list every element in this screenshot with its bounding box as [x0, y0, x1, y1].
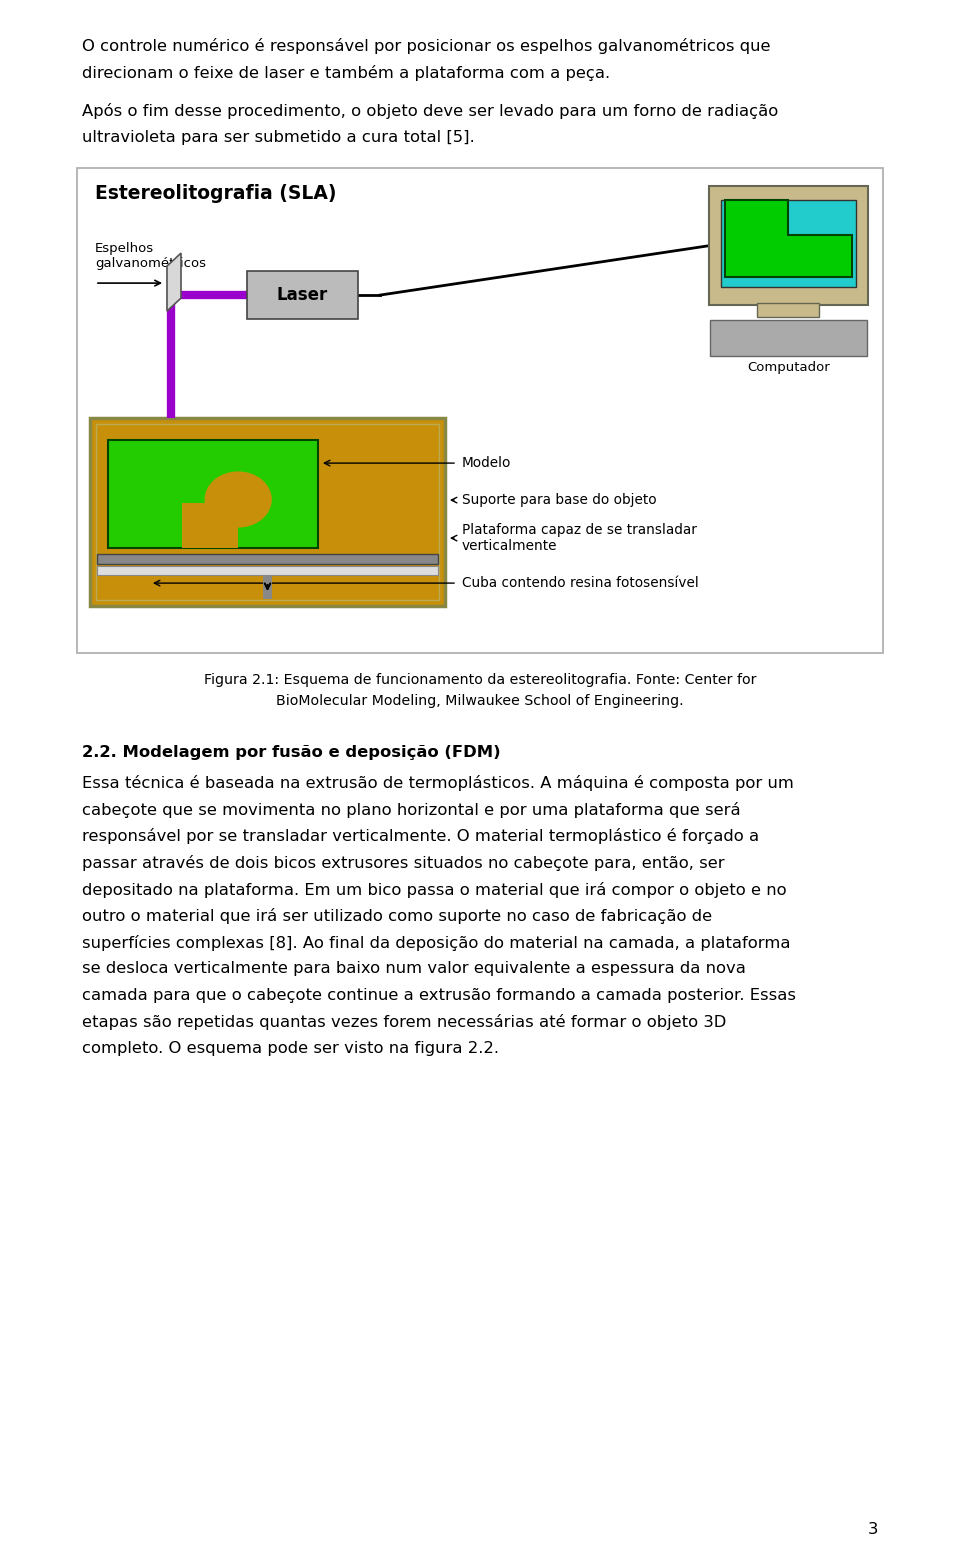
Bar — [721, 200, 856, 286]
Bar — [181, 502, 238, 548]
Polygon shape — [725, 200, 852, 277]
Text: 2.2. Modelagem por fusão e deposição (FDM): 2.2. Modelagem por fusão e deposição (FD… — [82, 745, 500, 759]
Text: Após o fim desse procedimento, o objeto deve ser levado para um forno de radiaçã: Após o fim desse procedimento, o objeto … — [82, 103, 779, 119]
Text: Figura 2.1: Esquema de funcionamento da estereolitografia. Fonte: Center for: Figura 2.1: Esquema de funcionamento da … — [204, 673, 756, 687]
Text: Modelo: Modelo — [462, 455, 512, 470]
Text: se desloca verticalmente para baixo num valor equivalente a espessura da nova: se desloca verticalmente para baixo num … — [82, 961, 746, 977]
Polygon shape — [167, 254, 181, 311]
Ellipse shape — [204, 471, 272, 527]
Text: Estereolitografia (SLA): Estereolitografia (SLA) — [95, 185, 337, 203]
Text: Suporte para base do objeto: Suporte para base do objeto — [462, 493, 657, 507]
Text: camada para que o cabeçote continue a extrusão formando a camada posterior. Essa: camada para que o cabeçote continue a ex… — [82, 988, 796, 1003]
FancyBboxPatch shape — [247, 271, 358, 319]
Text: depositado na plataforma. Em um bico passa o material que irá compor o objeto e : depositado na plataforma. Em um bico pas… — [82, 881, 786, 898]
Text: O controle numérico é responsável por posicionar os espelhos galvanométricos que: O controle numérico é responsável por po… — [82, 38, 771, 55]
Bar — [263, 574, 272, 599]
Bar — [97, 554, 438, 563]
Text: Essa técnica é baseada na extrusão de termoplásticos. A máquina é composta por u: Essa técnica é baseada na extrusão de te… — [82, 775, 794, 792]
Text: ultravioleta para ser submetido a cura total [5].: ultravioleta para ser submetido a cura t… — [82, 130, 475, 144]
FancyBboxPatch shape — [77, 167, 883, 653]
Text: etapas são repetidas quantas vezes forem necessárias até formar o objeto 3D: etapas são repetidas quantas vezes forem… — [82, 1014, 727, 1030]
Text: Computador: Computador — [747, 362, 829, 374]
Text: 3: 3 — [868, 1523, 878, 1537]
Text: Espelhos
galvanométricos: Espelhos galvanométricos — [95, 243, 206, 271]
Text: Cuba contendo resina fotosensível: Cuba contendo resina fotosensível — [462, 576, 699, 590]
FancyBboxPatch shape — [709, 186, 868, 305]
Text: BioMolecular Modeling, Milwaukee School of Engineering.: BioMolecular Modeling, Milwaukee School … — [276, 695, 684, 709]
Text: Laser: Laser — [276, 286, 328, 304]
Bar — [108, 440, 318, 548]
Text: superfícies complexas [8]. Ao final da deposição do material na camada, a plataf: superfícies complexas [8]. Ao final da d… — [82, 934, 790, 950]
Bar — [757, 304, 820, 318]
Text: Plataforma capaz de se transladar
verticalmente: Plataforma capaz de se transladar vertic… — [462, 523, 697, 552]
Text: passar através de dois bicos extrusores situados no cabeçote para, então, ser: passar através de dois bicos extrusores … — [82, 854, 725, 872]
Text: outro o material que irá ser utilizado como suporte no caso de fabricação de: outro o material que irá ser utilizado c… — [82, 908, 712, 923]
FancyBboxPatch shape — [710, 321, 867, 357]
Text: direcionam o feixe de laser e também a plataforma com a peça.: direcionam o feixe de laser e também a p… — [82, 64, 611, 80]
FancyBboxPatch shape — [90, 418, 445, 606]
Text: cabeçote que se movimenta no plano horizontal e por uma plataforma que será: cabeçote que se movimenta no plano horiz… — [82, 801, 740, 818]
Text: responsável por se transladar verticalmente. O material termoplástico é forçado : responsável por se transladar verticalme… — [82, 828, 759, 845]
Text: completo. O esquema pode ser visto na figura 2.2.: completo. O esquema pode ser visto na fi… — [82, 1041, 499, 1056]
Bar — [97, 567, 438, 574]
